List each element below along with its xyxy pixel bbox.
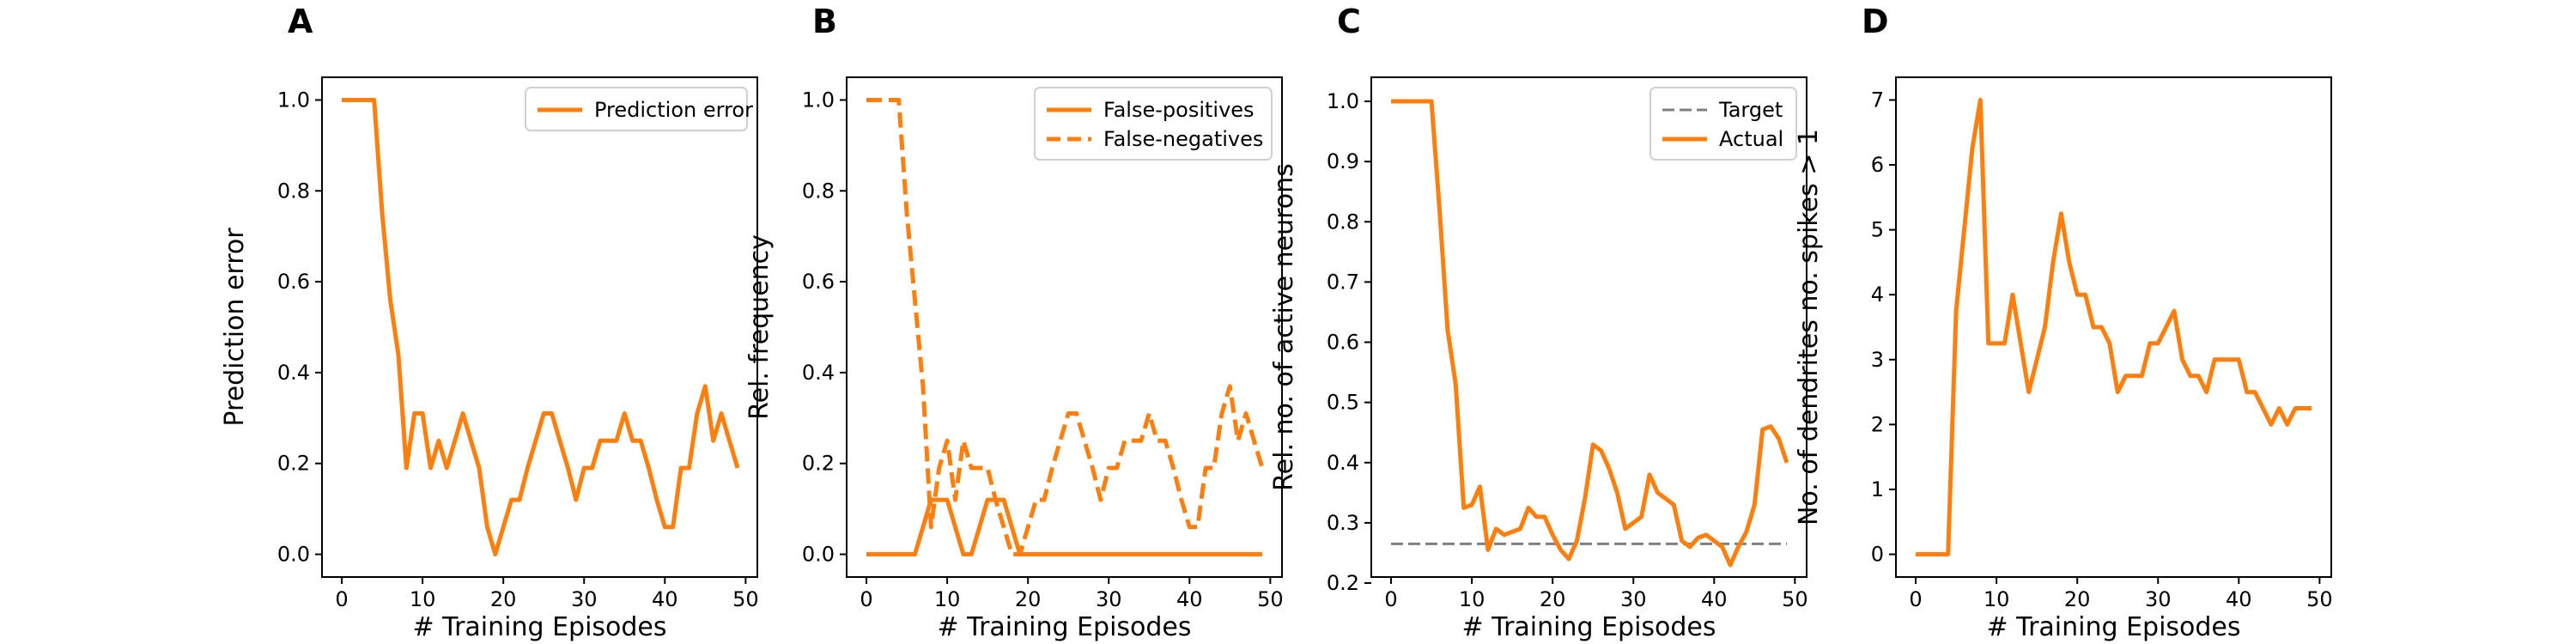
- series-line-actual: [1391, 99, 1789, 568]
- x-tick-label: 10: [410, 587, 436, 611]
- panel-c: C 0 10 20 30 40 50 0.2 0.3 0.4 0.5 0.6 0.7 0.8 0.9 1.0 #…: [1269, 3, 1808, 642]
- x-tick-label: 40: [1701, 587, 1728, 611]
- y-tick-label: 0.2: [1327, 571, 1359, 595]
- y-tick-label: 2: [1871, 412, 1884, 436]
- x-axis-label: # Training Episodes: [937, 612, 1191, 642]
- legend: False-positives False-negatives: [1034, 87, 1273, 161]
- x-tick-label: 10: [934, 587, 961, 611]
- x-tick-label: 0: [860, 587, 872, 611]
- x-tick-label: 40: [1176, 587, 1203, 611]
- series-line-0: [1916, 98, 2312, 556]
- x-tick-label: 40: [652, 587, 678, 611]
- legend: Target Actual: [1649, 87, 1797, 161]
- y-tick-label: 4: [1871, 283, 1884, 307]
- x-tick-label: 30: [1620, 587, 1647, 611]
- legend-entry: Target: [1718, 98, 1783, 122]
- y-axis-label: Prediction error: [220, 228, 250, 427]
- y-tick-label: 0.8: [802, 179, 835, 203]
- y-tick-label: 6: [1871, 153, 1884, 177]
- x-tick-label: 20: [2064, 587, 2091, 611]
- y-tick-label: 0.4: [802, 361, 835, 385]
- x-tick-label: 50: [732, 587, 759, 611]
- legend-box: [525, 87, 748, 131]
- x-tick-label: 20: [1540, 587, 1566, 611]
- series-line-prediction-error: [342, 98, 740, 556]
- x-tick-label: 0: [335, 587, 348, 611]
- plot-frame: [1370, 76, 1807, 578]
- legend-entry: Prediction error: [594, 98, 753, 122]
- x-axis-label: # Training Episodes: [412, 612, 666, 642]
- plot-frame: [321, 76, 758, 578]
- legend-box: [1649, 87, 1797, 161]
- y-tick-label: 1: [1871, 477, 1884, 501]
- y-tick-label: 0.4: [1327, 451, 1359, 475]
- legend-entry: False-positives: [1103, 98, 1255, 122]
- plot-frame: [1895, 76, 2332, 578]
- y-tick-label: 0.8: [277, 179, 310, 203]
- y-tick-label: 3: [1871, 348, 1884, 372]
- legend: Prediction error: [525, 87, 753, 131]
- y-tick-label: 0.6: [1327, 331, 1359, 355]
- x-tick-label: 30: [2145, 587, 2172, 611]
- y-tick-label: 1.0: [802, 88, 835, 112]
- panel-d: D 0 10 20 30 40 50 0 1 2 3 4 5 6 7 # Training Episodes N…: [1794, 3, 2333, 642]
- y-tick-label: 0.5: [1327, 391, 1359, 415]
- y-tick-label: 0.7: [1327, 270, 1359, 294]
- x-tick-label: 10: [1459, 587, 1485, 611]
- y-tick-label: 0.8: [1327, 210, 1359, 234]
- y-tick-label: 1.0: [1327, 89, 1359, 113]
- series-line-false-negatives: [866, 98, 1265, 556]
- x-tick-label: 50: [1257, 587, 1284, 611]
- y-axis-label: Rel. no. of active neurons: [1269, 163, 1299, 491]
- y-tick-label: 5: [1871, 218, 1884, 242]
- y-tick-label: 0.0: [277, 543, 310, 567]
- legend-entry: Actual: [1719, 127, 1783, 151]
- panel-a: A 0 10 20 30 40 50 0.0 0.2 0.4 0.6 0.8 1.0 # Training…: [220, 3, 759, 642]
- panel-letter: B: [812, 3, 837, 40]
- y-tick-label: 0.9: [1327, 149, 1359, 173]
- y-tick-label: 0.0: [802, 543, 835, 567]
- x-tick-label: 50: [2306, 587, 2333, 611]
- y-axis-label: Rel. frequency: [744, 234, 775, 420]
- y-tick-label: 7: [1871, 88, 1884, 112]
- x-axis-label: # Training Episodes: [1986, 612, 2240, 642]
- panel-letter: D: [1862, 3, 1889, 40]
- y-tick-label: 0.6: [277, 270, 310, 294]
- x-axis-label: # Training Episodes: [1461, 612, 1716, 642]
- panel-letter: C: [1337, 3, 1361, 40]
- y-tick-label: 0: [1871, 543, 1884, 567]
- panel-b: B 0 10 20 30 40 50 0.0 0.2 0.4 0.6 0.8 1.0 # Training…: [744, 3, 1284, 642]
- y-tick-label: 0.2: [277, 452, 310, 476]
- y-tick-label: 0.2: [802, 452, 835, 476]
- x-tick-label: 0: [1909, 587, 1922, 611]
- y-tick-label: 0.6: [802, 270, 835, 294]
- x-tick-label: 50: [1782, 587, 1808, 611]
- plot-frame: [846, 76, 1283, 578]
- y-tick-label: 0.3: [1327, 511, 1359, 535]
- x-tick-label: 30: [1096, 587, 1122, 611]
- x-tick-label: 20: [1015, 587, 1042, 611]
- series-line-false-positives: [866, 497, 1262, 556]
- x-tick-label: 30: [571, 587, 598, 611]
- y-axis-label: No. of dendrites no. spikes > 1: [1794, 129, 1824, 526]
- x-tick-label: 0: [1384, 587, 1397, 611]
- x-tick-label: 40: [2226, 587, 2252, 611]
- y-tick-label: 0.4: [277, 361, 310, 385]
- y-tick-label: 1.0: [277, 88, 310, 112]
- x-tick-label: 10: [1984, 587, 2010, 611]
- panel-letter: A: [288, 3, 313, 40]
- legend-entry: False-negatives: [1103, 127, 1263, 151]
- x-tick-label: 20: [490, 587, 517, 611]
- legend-box: [1034, 87, 1273, 161]
